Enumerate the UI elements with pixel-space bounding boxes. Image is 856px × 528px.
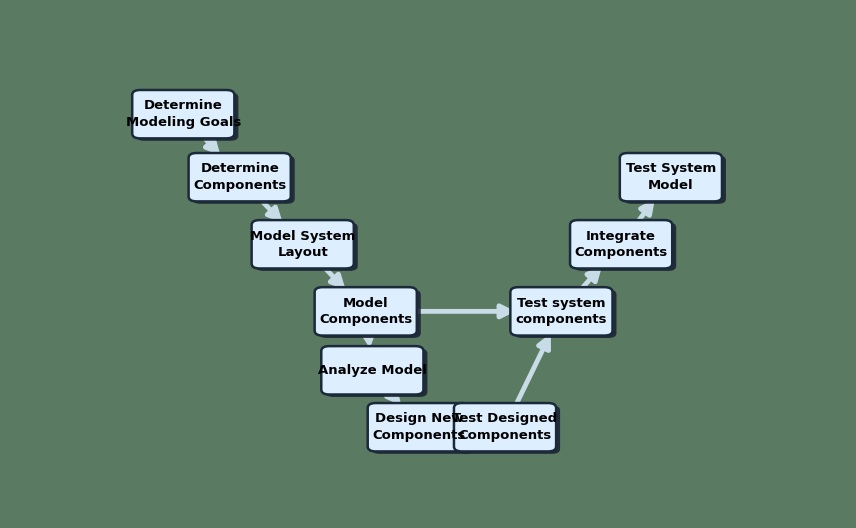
FancyBboxPatch shape <box>325 348 427 397</box>
FancyBboxPatch shape <box>188 153 291 201</box>
FancyBboxPatch shape <box>458 406 560 454</box>
FancyBboxPatch shape <box>454 403 556 451</box>
FancyBboxPatch shape <box>372 406 474 454</box>
Text: Determine
Components: Determine Components <box>193 163 286 192</box>
Text: Test system
components: Test system components <box>515 297 607 326</box>
Text: Test Designed
Components: Test Designed Components <box>453 412 557 442</box>
Text: Determine
Modeling Goals: Determine Modeling Goals <box>126 99 241 129</box>
Text: Analyze Model: Analyze Model <box>318 364 427 377</box>
FancyBboxPatch shape <box>574 222 676 271</box>
FancyBboxPatch shape <box>315 287 417 336</box>
Text: Integrate
Components: Integrate Components <box>574 230 668 259</box>
FancyBboxPatch shape <box>318 290 421 338</box>
FancyBboxPatch shape <box>570 220 672 268</box>
Text: Test System
Model: Test System Model <box>626 163 716 192</box>
FancyBboxPatch shape <box>136 92 238 141</box>
FancyBboxPatch shape <box>193 155 294 204</box>
FancyBboxPatch shape <box>514 290 616 338</box>
FancyBboxPatch shape <box>252 220 354 268</box>
Text: Design New
Components: Design New Components <box>372 412 466 442</box>
FancyBboxPatch shape <box>624 155 726 204</box>
FancyBboxPatch shape <box>620 153 722 201</box>
FancyBboxPatch shape <box>510 287 613 336</box>
FancyBboxPatch shape <box>368 403 470 451</box>
Text: Model System
Layout: Model System Layout <box>250 230 355 259</box>
Text: Model
Components: Model Components <box>319 297 413 326</box>
FancyBboxPatch shape <box>256 222 358 271</box>
FancyBboxPatch shape <box>321 346 424 394</box>
FancyBboxPatch shape <box>132 90 235 138</box>
